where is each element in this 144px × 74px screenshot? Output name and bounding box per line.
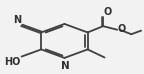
Text: N: N: [13, 15, 21, 25]
Text: O: O: [118, 24, 126, 34]
Text: N: N: [61, 61, 70, 71]
Text: HO: HO: [4, 57, 21, 67]
Text: O: O: [104, 7, 112, 17]
